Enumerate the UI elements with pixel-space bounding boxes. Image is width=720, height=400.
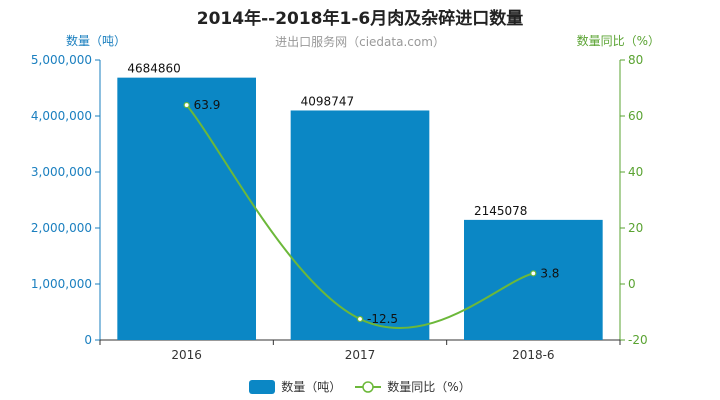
- left-tick-label: 5,000,000: [31, 53, 92, 67]
- chart-subtitle: 进出口服务网（ciedata.com）: [275, 35, 445, 49]
- right-tick-label: -20: [628, 333, 648, 347]
- right-tick-label: 60: [628, 109, 643, 123]
- yoy-data-label: -12.5: [367, 312, 398, 326]
- bar-data-label: 4098747: [301, 94, 354, 108]
- x-tick-label: 2018-6: [512, 348, 555, 362]
- legend-line-swatch: [355, 380, 382, 393]
- bar-data-label: 2145078: [474, 204, 527, 218]
- right-tick-label: 0: [628, 277, 636, 291]
- right-axis-label: 数量同比（%）: [576, 34, 660, 48]
- legend-item-bar[interactable]: 数量（吨）: [249, 378, 341, 395]
- x-tick-label: 2016: [171, 348, 202, 362]
- left-tick-label: 4,000,000: [31, 109, 92, 123]
- bar[interactable]: [117, 77, 256, 341]
- bar-data-label: 4684860: [127, 62, 180, 76]
- right-tick-label: 20: [628, 221, 643, 235]
- bar[interactable]: [290, 110, 430, 340]
- x-tick-label: 2017: [345, 348, 376, 362]
- left-tick-label: 1,000,000: [31, 277, 92, 291]
- left-axis-label: 数量（吨）: [66, 34, 127, 48]
- left-tick-label: 0: [84, 333, 92, 347]
- chart-title: 2014年--2018年1-6月肉及杂碎进口数量: [196, 9, 524, 29]
- bar[interactable]: [464, 219, 603, 340]
- yoy-point[interactable]: [530, 270, 537, 277]
- yoy-point[interactable]: [356, 315, 364, 323]
- legend: 数量（吨） 数量同比（%）: [0, 378, 720, 395]
- left-tick-label: 2,000,000: [31, 221, 92, 235]
- legend-bar-swatch: [249, 379, 276, 394]
- right-tick-label: 80: [628, 53, 643, 67]
- left-tick-label: 3,000,000: [31, 165, 92, 179]
- right-tick-label: 40: [628, 165, 643, 179]
- yoy-point[interactable]: [183, 101, 190, 109]
- yoy-data-label: 63.9: [194, 98, 221, 112]
- legend-bar-label: 数量（吨）: [281, 380, 342, 394]
- yoy-data-label: 3.8: [540, 266, 559, 280]
- legend-item-line[interactable]: 数量同比（%）: [355, 378, 471, 395]
- legend-line-label: 数量同比（%）: [387, 380, 471, 394]
